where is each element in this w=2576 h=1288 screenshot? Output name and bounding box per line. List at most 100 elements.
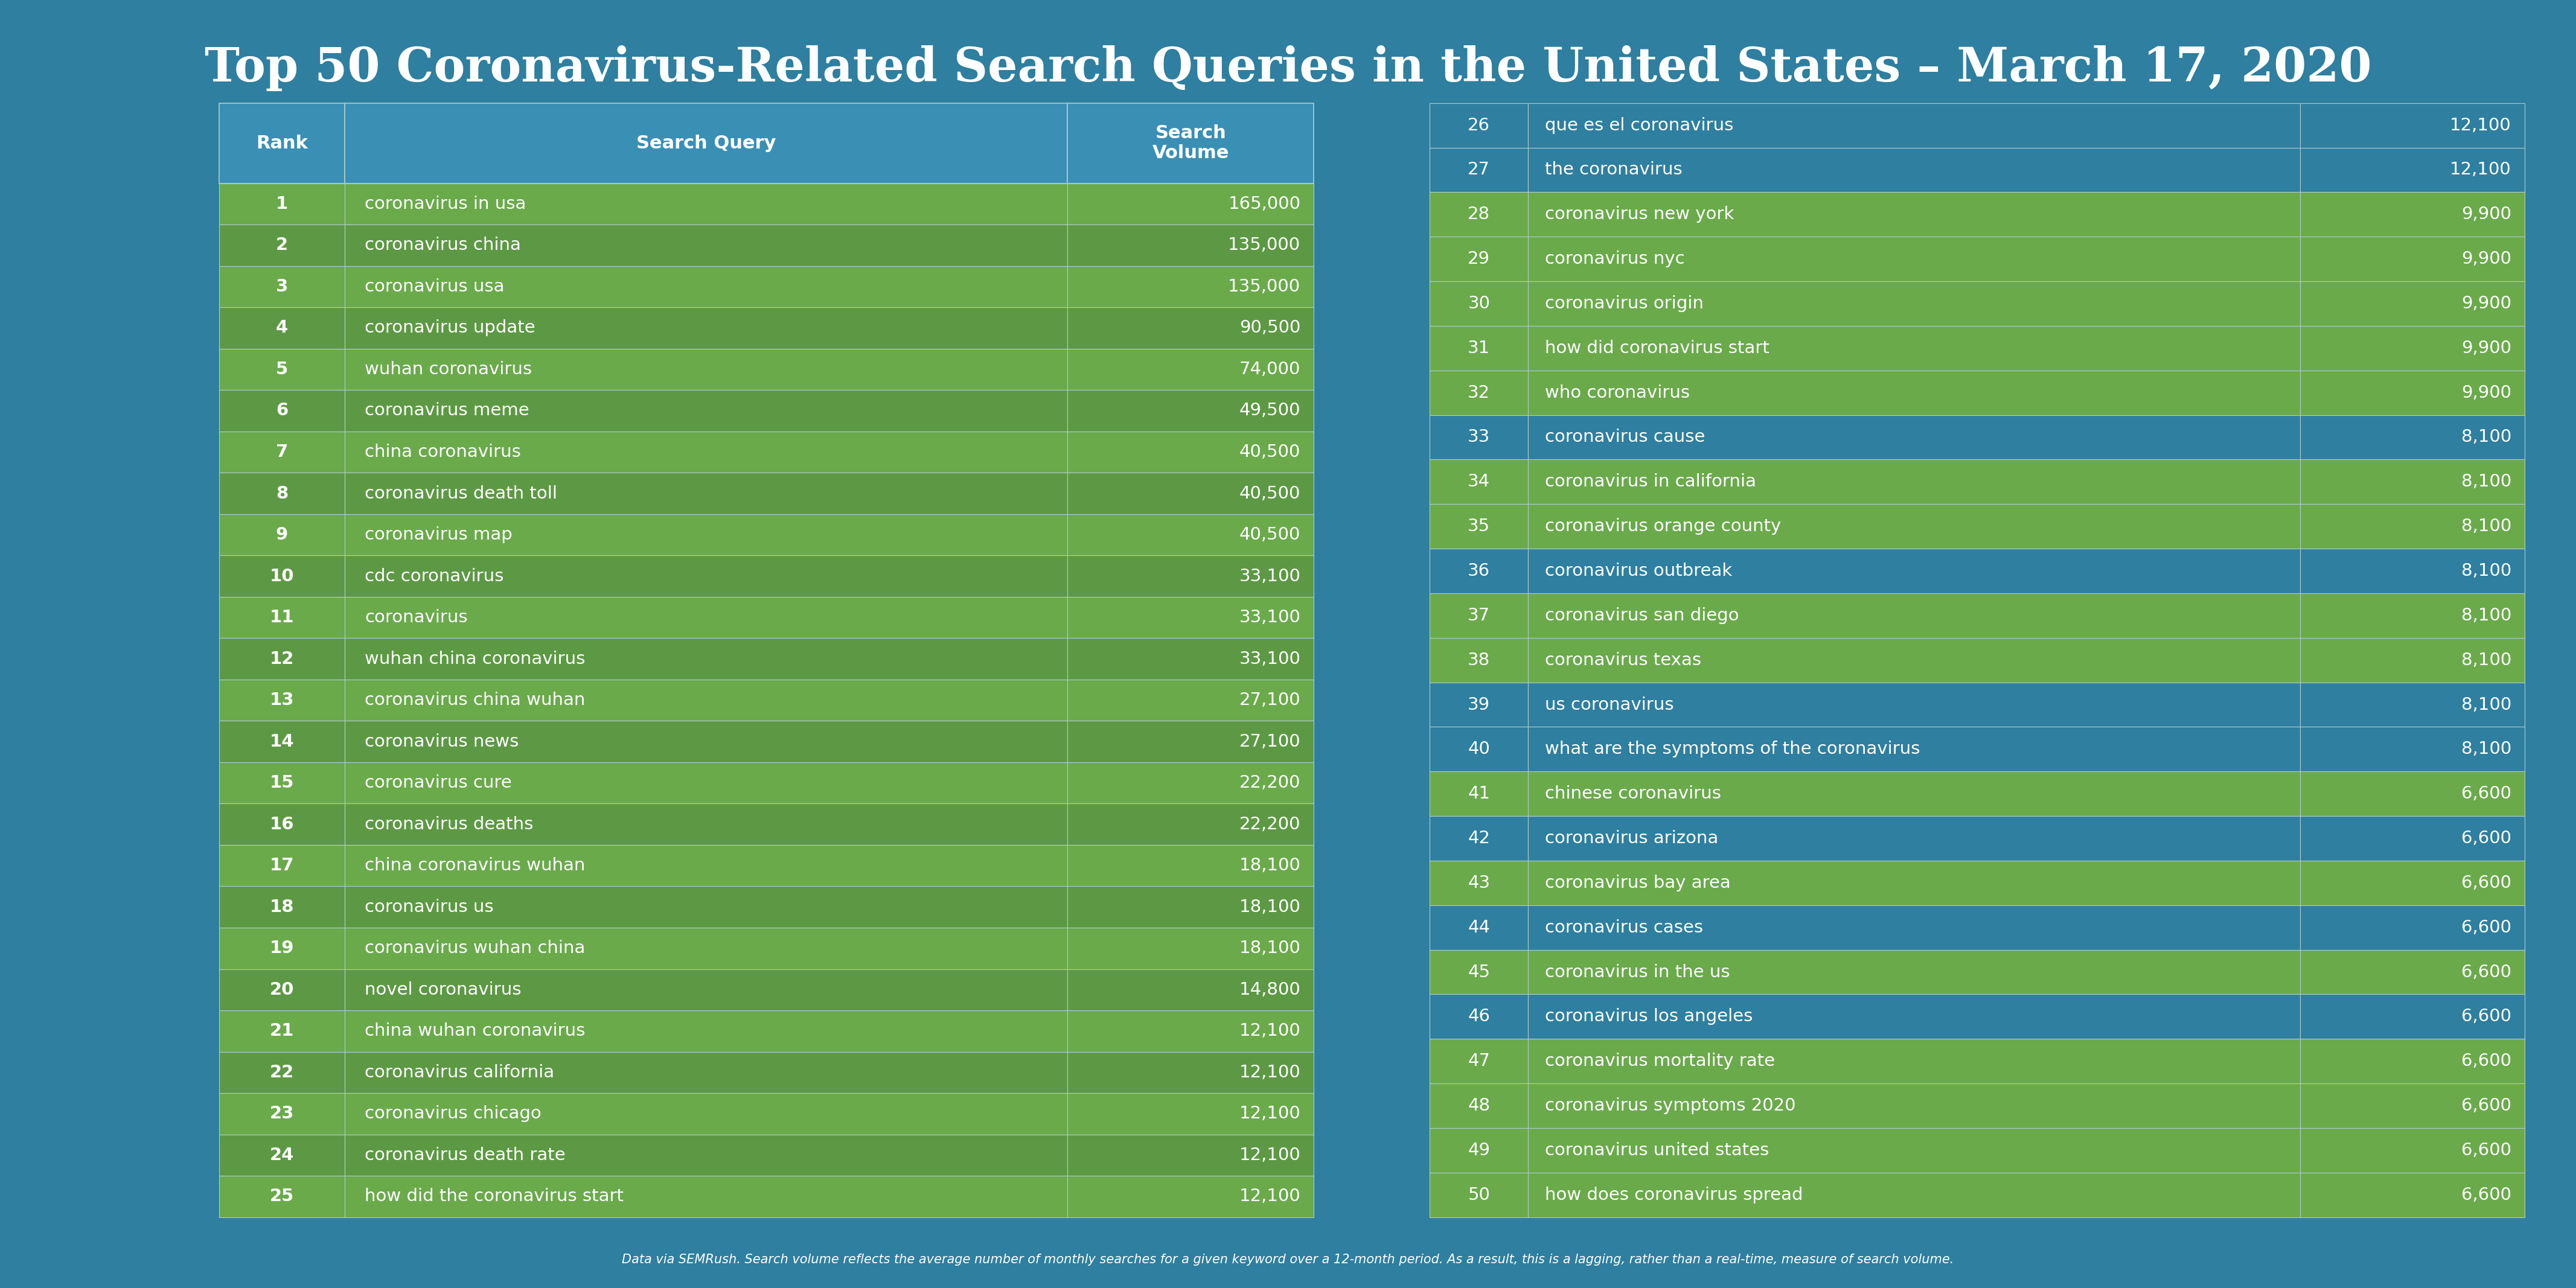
FancyBboxPatch shape [1430, 237, 1528, 281]
FancyBboxPatch shape [1066, 1176, 1314, 1217]
Text: coronavirus: coronavirus [366, 609, 469, 626]
Text: 8: 8 [276, 486, 289, 502]
Text: 48: 48 [1468, 1097, 1489, 1114]
Text: 21: 21 [270, 1023, 294, 1039]
FancyBboxPatch shape [1430, 638, 1528, 683]
Text: coronavirus meme: coronavirus meme [366, 402, 528, 419]
Text: cdc coronavirus: cdc coronavirus [366, 568, 505, 585]
FancyBboxPatch shape [1528, 1128, 2300, 1172]
FancyBboxPatch shape [219, 680, 345, 721]
FancyBboxPatch shape [2300, 772, 2524, 817]
Text: 12,100: 12,100 [2450, 117, 2512, 134]
FancyBboxPatch shape [1066, 886, 1314, 927]
FancyBboxPatch shape [219, 473, 345, 514]
Text: 18,100: 18,100 [1239, 940, 1301, 957]
Text: 6,600: 6,600 [2460, 920, 2512, 936]
Text: 27,100: 27,100 [1239, 733, 1301, 750]
FancyBboxPatch shape [345, 1176, 1066, 1217]
FancyBboxPatch shape [219, 721, 345, 762]
Text: coronavirus china wuhan: coronavirus china wuhan [366, 692, 585, 708]
FancyBboxPatch shape [1066, 308, 1314, 349]
FancyBboxPatch shape [345, 555, 1066, 596]
Text: coronavirus bay area: coronavirus bay area [1546, 875, 1731, 891]
FancyBboxPatch shape [1066, 969, 1314, 1010]
Text: 3: 3 [276, 278, 289, 295]
FancyBboxPatch shape [2300, 460, 2524, 504]
Text: coronavirus california: coronavirus california [366, 1064, 554, 1081]
Text: chinese coronavirus: chinese coronavirus [1546, 786, 1721, 802]
Text: us coronavirus: us coronavirus [1546, 697, 1674, 714]
Text: 31: 31 [1468, 340, 1489, 357]
FancyBboxPatch shape [345, 886, 1066, 927]
Text: coronavirus in usa: coronavirus in usa [366, 196, 526, 213]
Text: 40,500: 40,500 [1239, 527, 1301, 544]
Text: coronavirus united states: coronavirus united states [1546, 1142, 1770, 1159]
Text: 28: 28 [1468, 206, 1489, 223]
FancyBboxPatch shape [1430, 460, 1528, 504]
FancyBboxPatch shape [2300, 1128, 2524, 1172]
Text: 6,600: 6,600 [2460, 963, 2512, 980]
Text: 18,100: 18,100 [1239, 899, 1301, 916]
FancyBboxPatch shape [1066, 762, 1314, 804]
Text: coronavirus outbreak: coronavirus outbreak [1546, 563, 1731, 580]
FancyBboxPatch shape [1528, 192, 2300, 237]
FancyBboxPatch shape [2300, 326, 2524, 371]
Text: coronavirus orange county: coronavirus orange county [1546, 518, 1780, 535]
FancyBboxPatch shape [1430, 860, 1528, 905]
FancyBboxPatch shape [345, 1094, 1066, 1135]
FancyBboxPatch shape [1430, 594, 1528, 638]
Text: wuhan coronavirus: wuhan coronavirus [366, 361, 531, 377]
Text: how does coronavirus spread: how does coronavirus spread [1546, 1186, 1803, 1203]
FancyBboxPatch shape [219, 103, 345, 183]
Text: how did coronavirus start: how did coronavirus start [1546, 340, 1770, 357]
Text: coronavirus usa: coronavirus usa [366, 278, 505, 295]
FancyBboxPatch shape [1528, 772, 2300, 817]
Text: 47: 47 [1468, 1052, 1489, 1069]
FancyBboxPatch shape [2300, 1039, 2524, 1083]
Text: coronavirus cases: coronavirus cases [1546, 920, 1703, 936]
Text: 14: 14 [270, 733, 294, 750]
Text: 6,600: 6,600 [2460, 1186, 2512, 1203]
Text: 12,100: 12,100 [1239, 1188, 1301, 1206]
Text: the coronavirus: the coronavirus [1546, 161, 1682, 178]
FancyBboxPatch shape [1528, 1039, 2300, 1083]
FancyBboxPatch shape [219, 969, 345, 1010]
FancyBboxPatch shape [1430, 148, 1528, 192]
Text: 22: 22 [270, 1064, 294, 1081]
FancyBboxPatch shape [1528, 460, 2300, 504]
Text: coronavirus mortality rate: coronavirus mortality rate [1546, 1052, 1775, 1069]
Text: Data via SEMRush. Search volume reflects the average number of monthly searches : Data via SEMRush. Search volume reflects… [621, 1253, 1955, 1266]
FancyBboxPatch shape [219, 390, 345, 431]
Text: 12,100: 12,100 [2450, 161, 2512, 178]
Text: 6,600: 6,600 [2460, 829, 2512, 846]
FancyBboxPatch shape [1066, 721, 1314, 762]
Text: 4: 4 [276, 319, 289, 336]
Text: 23: 23 [270, 1105, 294, 1122]
FancyBboxPatch shape [1066, 514, 1314, 555]
FancyBboxPatch shape [345, 473, 1066, 514]
Text: 9,900: 9,900 [2460, 384, 2512, 401]
FancyBboxPatch shape [1528, 281, 2300, 326]
Text: 13: 13 [270, 692, 294, 708]
Text: que es el coronavirus: que es el coronavirus [1546, 117, 1734, 134]
Text: 39: 39 [1468, 697, 1489, 714]
FancyBboxPatch shape [1528, 905, 2300, 949]
Text: 9,900: 9,900 [2460, 206, 2512, 223]
FancyBboxPatch shape [1066, 927, 1314, 969]
FancyBboxPatch shape [219, 762, 345, 804]
Text: 27,100: 27,100 [1239, 692, 1301, 708]
FancyBboxPatch shape [2300, 415, 2524, 460]
Text: 11: 11 [270, 609, 294, 626]
FancyBboxPatch shape [345, 1135, 1066, 1176]
FancyBboxPatch shape [1066, 224, 1314, 265]
FancyBboxPatch shape [2300, 504, 2524, 549]
FancyBboxPatch shape [1066, 1094, 1314, 1135]
Text: 34: 34 [1468, 474, 1489, 491]
Text: 29: 29 [1468, 251, 1489, 268]
FancyBboxPatch shape [1430, 504, 1528, 549]
FancyBboxPatch shape [1528, 326, 2300, 371]
Text: 37: 37 [1468, 607, 1489, 623]
FancyBboxPatch shape [1430, 415, 1528, 460]
FancyBboxPatch shape [1066, 680, 1314, 721]
FancyBboxPatch shape [2300, 994, 2524, 1039]
